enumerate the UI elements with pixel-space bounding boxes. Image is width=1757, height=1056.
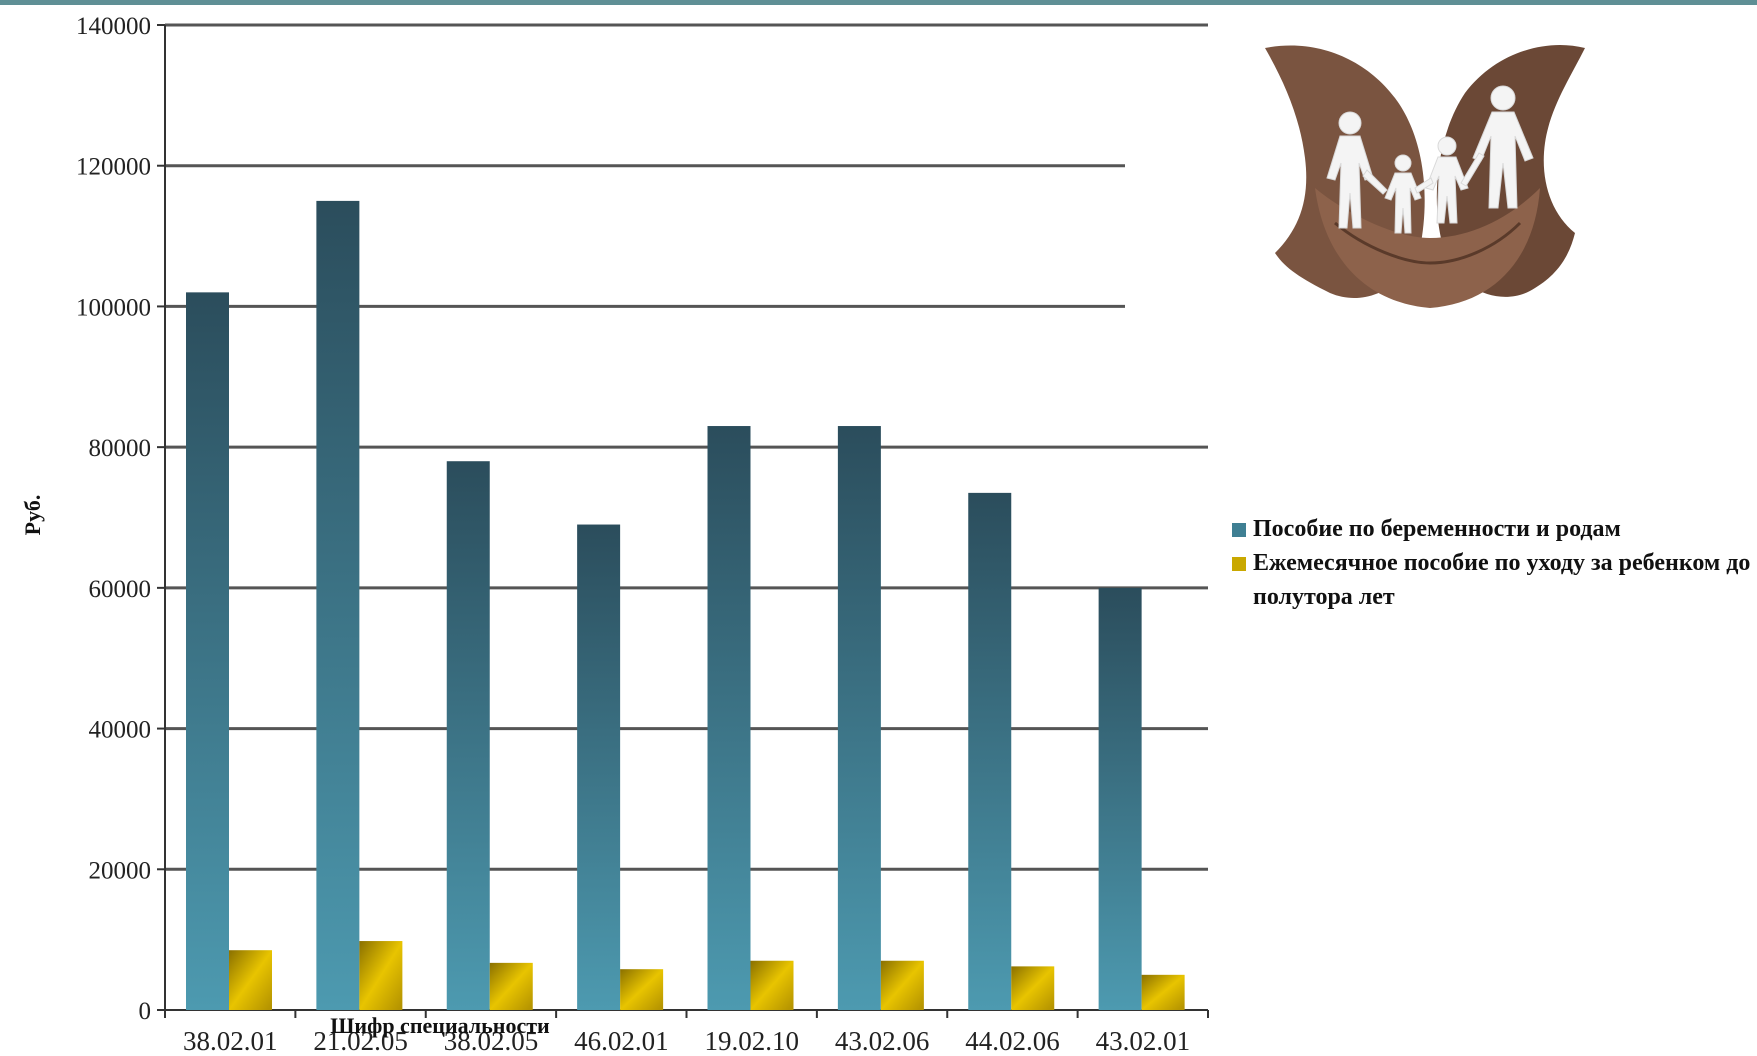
bar-series-2 bbox=[750, 960, 794, 1010]
x-tick-label: 46.02.01 bbox=[574, 1026, 669, 1056]
y-tick-label: 0 bbox=[139, 998, 152, 1025]
bar-series-1 bbox=[968, 492, 1012, 1010]
x-tick-label: 38.02.05 bbox=[444, 1026, 539, 1056]
legend-item-series-2: Ежемесячное пособие по уходу за ребенком… bbox=[1232, 546, 1752, 614]
hands-holding-paper-family-icon bbox=[1265, 45, 1585, 308]
legend-item-series-1: Пособие по беременности и родам bbox=[1232, 512, 1752, 546]
y-axis-title: Руб. bbox=[20, 495, 45, 536]
bar-series-2 bbox=[620, 969, 664, 1010]
x-tick-label: 21.02.05 bbox=[313, 1026, 408, 1056]
legend-label-series-2: Ежемесячное пособие по уходу за ребенком… bbox=[1253, 550, 1751, 610]
bar-series-1 bbox=[186, 292, 229, 1010]
y-tick-label: 100000 bbox=[76, 294, 151, 321]
y-tick-label: 120000 bbox=[76, 154, 151, 181]
bar-series-2 bbox=[1141, 974, 1185, 1010]
top-border bbox=[0, 0, 1757, 5]
legend-swatch-series-2 bbox=[1232, 557, 1246, 571]
x-tick-label: 19.02.10 bbox=[704, 1026, 799, 1056]
bar-series-1 bbox=[1098, 587, 1142, 1010]
bar-series-2 bbox=[489, 962, 533, 1010]
bar-series-1 bbox=[316, 200, 360, 1011]
x-tick-label: 43.02.01 bbox=[1096, 1026, 1191, 1056]
bar-series-1 bbox=[577, 524, 621, 1010]
bar-series-2 bbox=[1011, 966, 1055, 1010]
legend-label-series-1: Пособие по беременности и родам bbox=[1253, 516, 1621, 542]
y-tick-label: 80000 bbox=[89, 435, 152, 462]
x-axis-title: Шифр специальности bbox=[330, 1013, 550, 1038]
legend-swatch-series-1 bbox=[1232, 523, 1246, 537]
y-tick-label: 140000 bbox=[76, 13, 151, 40]
bar-series-2 bbox=[880, 960, 924, 1010]
bar-series-1 bbox=[707, 426, 751, 1010]
tick-labels: 0 20000 40000 60000 80000 100000 120000 140000 3… bbox=[76, 13, 1190, 1056]
y-tick-label: 20000 bbox=[89, 857, 152, 884]
bar-series-1 bbox=[837, 426, 881, 1010]
bars bbox=[186, 200, 1185, 1011]
y-tick-label: 60000 bbox=[89, 576, 152, 603]
legend: Пособие по беременности и родам Ежемесяч… bbox=[1232, 512, 1752, 614]
y-tick-label: 40000 bbox=[89, 717, 152, 744]
bar-series-1 bbox=[446, 461, 490, 1010]
x-tick-label: 44.02.06 bbox=[965, 1026, 1060, 1056]
x-tick-label: 43.02.06 bbox=[835, 1026, 930, 1056]
x-tick-label: 38.02.01 bbox=[183, 1026, 278, 1056]
bar-series-2 bbox=[229, 950, 272, 1010]
bar-series-2 bbox=[359, 941, 403, 1010]
